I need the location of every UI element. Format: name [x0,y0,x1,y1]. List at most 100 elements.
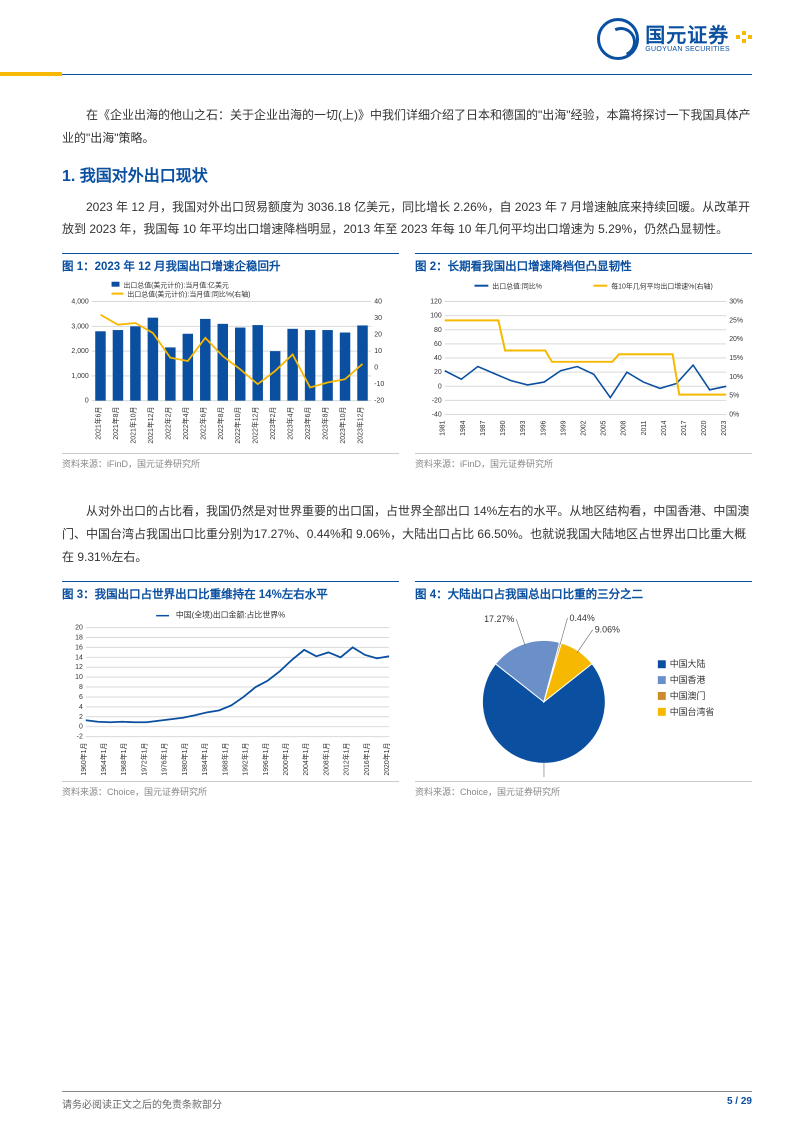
svg-text:1992年1月: 1992年1月 [241,742,250,775]
page-footer: 请务必阅读正文之后的免责条款部分 5 / 29 [62,1091,752,1111]
svg-text:2023年4月: 2023年4月 [286,407,295,440]
svg-text:4,000: 4,000 [71,299,88,306]
svg-text:100: 100 [430,313,442,320]
brand-logo: 国元证券 GUOYUAN SECURITIES [597,18,752,60]
svg-text:8: 8 [79,684,83,691]
svg-text:0: 0 [85,398,89,405]
fig3-chart: 中国(全境)出口金额:占比世界% -2 0 2 4 6 8 10 12 14 16 18 20 1960年… [62,607,399,777]
svg-text:1984年1月: 1984年1月 [200,742,209,775]
svg-text:1976年1月: 1976年1月 [160,742,169,775]
svg-text:2008: 2008 [621,421,628,437]
svg-text:20: 20 [75,624,83,631]
svg-text:6: 6 [79,694,83,701]
svg-text:2022年2月: 2022年2月 [163,407,172,440]
svg-text:2023年8月: 2023年8月 [321,407,330,440]
svg-text:5%: 5% [729,393,739,400]
svg-text:-20: -20 [374,398,384,405]
svg-text:中国大陆: 中国大陆 [670,658,706,669]
svg-text:1988年1月: 1988年1月 [220,742,229,775]
svg-text:2023年6月: 2023年6月 [303,407,312,440]
svg-text:-20: -20 [432,398,442,405]
svg-text:40: 40 [374,299,382,306]
svg-text:2014: 2014 [661,421,668,437]
svg-text:1993: 1993 [520,421,527,437]
svg-text:2021年6月: 2021年6月 [93,407,102,440]
svg-text:16: 16 [75,644,83,651]
fig1-source: 资料来源：iFinD，国元证券研究所 [62,453,399,470]
svg-text:中国(全境)出口金额:占比世界%: 中国(全境)出口金额:占比世界% [176,609,285,619]
svg-text:1999: 1999 [560,421,567,437]
svg-text:每10年几何平均出口增速%(右轴): 每10年几何平均出口增速%(右轴) [611,282,713,291]
svg-text:1980年1月: 1980年1月 [180,742,189,775]
svg-text:1996: 1996 [540,421,547,437]
svg-text:1981: 1981 [440,421,447,437]
logo-mark-icon [597,18,639,60]
svg-text:中国澳门: 中国澳门 [670,690,706,701]
svg-text:30: 30 [374,315,382,322]
svg-text:120: 120 [430,299,442,306]
svg-text:出口总值(美元计价):当月值:亿美元: 出口总值(美元计价):当月值:亿美元 [123,281,228,290]
footer-disclaimer: 请务必阅读正文之后的免责条款部分 [62,1096,222,1111]
svg-text:出口总值:同比%: 出口总值:同比% [492,282,542,291]
svg-text:2020: 2020 [701,421,708,437]
svg-text:2021年8月: 2021年8月 [111,407,120,440]
svg-text:14: 14 [75,654,83,661]
svg-text:0: 0 [79,723,83,730]
svg-text:2004年1月: 2004年1月 [301,742,310,775]
svg-text:2000年1月: 2000年1月 [281,742,290,775]
fig3-source: 资料来源：Choice，国元证券研究所 [62,781,399,798]
svg-text:-40: -40 [432,412,442,419]
svg-text:0%: 0% [729,412,739,419]
logo-dots-icon [736,31,752,47]
section-heading-1: 1. 我国对外出口现状 [62,162,752,186]
fig2-title: 图 2：长期看我国出口增速降档但凸显韧性 [415,253,752,274]
svg-text:2,000: 2,000 [71,348,88,355]
svg-text:1964年1月: 1964年1月 [99,742,108,775]
svg-text:10: 10 [75,674,83,681]
svg-text:1960年1月: 1960年1月 [79,742,88,775]
svg-text:2023年2月: 2023年2月 [268,407,277,440]
svg-text:2011: 2011 [641,421,648,436]
svg-text:2023: 2023 [721,421,728,437]
svg-text:2022年10月: 2022年10月 [233,407,242,444]
svg-text:20%: 20% [729,336,743,343]
svg-text:40: 40 [434,355,442,362]
svg-text:2022年8月: 2022年8月 [216,407,225,440]
svg-text:1996年1月: 1996年1月 [261,742,270,775]
svg-text:2: 2 [79,713,83,720]
svg-text:2023年12月: 2023年12月 [356,407,365,444]
svg-text:1,000: 1,000 [71,373,88,380]
svg-text:4: 4 [79,703,83,710]
svg-text:2022年12月: 2022年12月 [251,407,260,444]
svg-text:2016年1月: 2016年1月 [362,742,371,775]
svg-text:10%: 10% [729,374,743,381]
svg-text:-2: -2 [77,733,83,740]
svg-text:2012年1月: 2012年1月 [342,742,351,775]
svg-text:9.06%: 9.06% [595,624,620,634]
svg-text:出口总值(美元计价):当月值:同比%(右轴): 出口总值(美元计价):当月值:同比%(右轴) [127,290,250,299]
fig1-title: 图 1：2023 年 12 月我国出口增速企稳回升 [62,253,399,274]
svg-text:2022年4月: 2022年4月 [181,407,190,440]
svg-text:12: 12 [75,664,83,671]
fig4-source: 资料来源：Choice，国元证券研究所 [415,781,752,798]
svg-text:1987: 1987 [480,421,487,437]
svg-text:1990: 1990 [500,421,507,437]
svg-text:2021年12月: 2021年12月 [146,407,155,444]
svg-text:2022年6月: 2022年6月 [198,407,207,440]
fig3-title: 图 3：我国出口占世界出口比重维持在 14%左右水平 [62,581,399,602]
fig1-chart: 出口总值(美元计价):当月值:亿美元出口总值(美元计价):当月值:同比%(右轴)… [62,279,399,449]
svg-text:18: 18 [75,634,83,641]
svg-text:17.27%: 17.27% [484,614,514,624]
fig4-title: 图 4：大陆出口占我国总出口比重的三分之二 [415,581,752,602]
svg-text:3,000: 3,000 [71,324,88,331]
paragraph-1: 2023 年 12 月，我国对外出口贸易额度为 3036.18 亿美元，同比增长… [62,196,752,242]
svg-text:20: 20 [374,332,382,339]
svg-text:80: 80 [434,327,442,334]
svg-text:25%: 25% [729,318,743,325]
paragraph-2: 从对外出口的占比看，我国仍然是对世界重要的出口国，占世界全部出口 14%左右的水… [62,500,752,568]
svg-text:2008年1月: 2008年1月 [321,742,330,775]
svg-text:中国台湾省: 中国台湾省 [670,705,715,716]
svg-text:0.44%: 0.44% [570,613,595,623]
intro-paragraph: 在《企业出海的他山之石：关于企业出海的一切(上)》中我们详细介绍了日本和德国的"… [62,104,752,150]
brand-cn: 国元证券 [645,26,730,46]
